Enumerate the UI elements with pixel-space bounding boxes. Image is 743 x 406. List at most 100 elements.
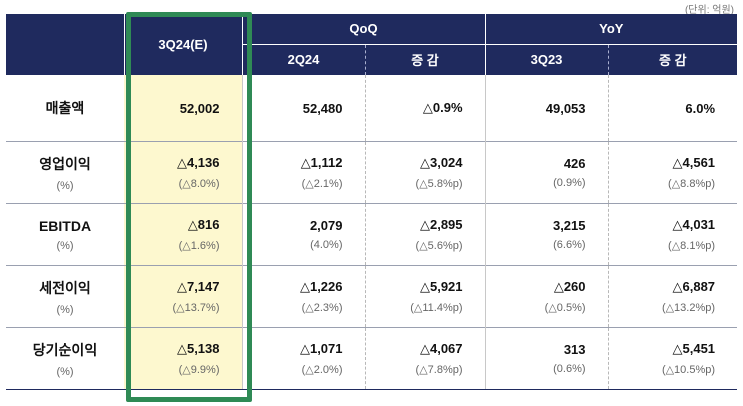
cell-value: 6.0% [685,100,716,116]
cell-yoy-prev: △260 (△0.5%) [484,265,609,328]
cell-current: △4,136 (△8.0%) [124,141,242,204]
cell-value: △1,071 [299,341,343,356]
cell-margin: (△5.6%p) [415,240,463,252]
cell-qoq-prev: △1,112 (△2.1%) [241,141,365,204]
cell-margin: (△9.9%) [178,364,220,376]
cell-yoy-prev: 426 (0.9%) [484,141,609,204]
cell-yoy-diff: △5,451 (△10.5%p) [607,327,738,390]
row-label: 당기순이익 (%) [6,327,124,390]
row-label: 세전이익 (%) [6,265,124,328]
cell-value: △6,887 [672,279,716,294]
header-yoy-diff: 증 감 [607,44,738,75]
cell-value: △2,895 [419,217,463,232]
cell-margin: (△2.1%) [301,178,343,190]
header-qoq-prev: 2Q24 [241,44,365,75]
cell-margin: (△11.4%p) [410,302,463,314]
cell-yoy-prev: 3,215 (6.6%) [484,203,609,266]
cell-margin: (△5.8%p) [415,178,463,190]
header-qoq: QoQ [241,14,486,45]
cell-value: △0.9% [422,100,463,115]
row-label-text: EBITDA [38,217,92,234]
cell-value: △4,136 [176,155,220,170]
header-yoy: YoY [484,14,738,45]
cell-value: △5,921 [419,279,463,294]
row-label-text: 세전이익 [39,279,91,296]
cell-value: △4,031 [672,217,716,232]
cell-value: △1,226 [299,279,343,294]
cell-qoq-diff: △5,921 (△11.4%p) [364,265,486,328]
cell-margin: (△13.2%p) [661,302,716,314]
cell-margin: (△7.8%p) [415,364,463,376]
cell-value: 2,079 [309,218,343,233]
cell-margin: (0.9%) [553,177,586,189]
cell-current: 52,002 [124,75,242,142]
cell-qoq-diff: △4,067 (△7.8%p) [364,327,486,390]
cell-current: △7,147 (△13.7%) [124,265,242,328]
cell-qoq-prev: △1,071 (△2.0%) [241,327,365,390]
cell-value: 52,002 [179,100,220,116]
cell-value: △7,147 [176,279,220,294]
cell-value: 3,215 [552,218,586,233]
header-row-top: 3Q24(E) QoQ YoY [6,14,738,75]
cell-margin: (△8.8%p) [668,178,716,190]
cell-value: 49,053 [545,100,586,116]
table-row: 세전이익 (%) △7,147 (△13.7%) △1,226 (△2.3%) … [6,265,738,328]
cell-value: △5,451 [672,341,716,356]
row-label-sub: (%) [56,179,74,192]
financial-table: 3Q24(E) QoQ YoY 2Q24 증 감 3Q23 증 감 매출액 52… [6,14,738,390]
row-label-sub: (%) [56,303,74,316]
cell-yoy-prev: 313 (0.6%) [484,327,609,390]
cell-yoy-diff: △4,031 (△8.1%p) [607,203,738,266]
row-label-text: 영업이익 [39,155,91,172]
cell-value: △1,112 [300,155,343,170]
cell-value: 426 [563,156,586,171]
table-row: 영업이익 (%) △4,136 (△8.0%) △1,112 (△2.1%) △… [6,141,738,204]
cell-margin: (△2.0%) [301,364,343,376]
cell-yoy-diff: △6,887 (△13.2%p) [607,265,738,328]
header-blank [6,14,124,75]
cell-margin: (4.0%) [310,239,343,251]
cell-value: △260 [553,279,586,294]
cell-margin: (△2.3%) [301,302,343,314]
row-label: 매출액 [6,75,124,142]
cell-margin: (△8.1%p) [668,240,716,252]
cell-qoq-diff: △3,024 (△5.8%p) [364,141,486,204]
cell-margin: (0.6%) [553,363,586,375]
table-row: 당기순이익 (%) △5,138 (△9.9%) △1,071 (△2.0%) … [6,327,738,390]
cell-margin: (△8.0%) [178,178,220,190]
cell-margin: (△1.6%) [178,240,220,252]
cell-current: △5,138 (△9.9%) [124,327,242,390]
cell-margin: (6.6%) [553,239,586,251]
cell-qoq-prev: 52,480 [241,75,365,142]
cell-value: 52,480 [302,100,343,116]
cell-value: △816 [187,217,220,232]
cell-value: △4,067 [419,341,463,356]
cell-yoy-diff: △4,561 (△8.8%p) [607,141,738,204]
header-qoq-diff: 증 감 [364,44,486,75]
cell-value: △4,561 [672,155,716,170]
cell-current: △816 (△1.6%) [124,203,242,266]
cell-yoy-prev: 49,053 [484,75,609,142]
header-row-sub: 2Q24 증 감 3Q23 증 감 [6,44,738,75]
cell-value: 313 [563,342,586,357]
cell-value: △5,138 [176,341,220,356]
cell-value: △3,024 [419,155,463,170]
row-label: 영업이익 (%) [6,141,124,204]
row-label: EBITDA (%) [6,203,124,266]
cell-qoq-prev: △1,226 (△2.3%) [241,265,365,328]
header-current-period: 3Q24(E) [123,14,242,75]
row-label-text: 매출액 [45,100,85,116]
row-label-text: 당기순이익 [32,341,98,358]
cell-margin: (△10.5%p) [661,364,716,376]
table-row: 매출액 52,002 52,480 △0.9% 49,053 6.0% [6,75,738,142]
row-label-sub: (%) [56,365,74,378]
unit-note: (단위: 억원) [684,5,734,16]
header-yoy-prev: 3Q23 [484,44,609,75]
cell-yoy-diff: 6.0% [607,75,738,142]
cell-margin: (△0.5%) [544,302,586,314]
cell-margin: (△13.7%) [172,302,220,314]
cell-qoq-diff: △2,895 (△5.6%p) [364,203,486,266]
row-label-sub: (%) [56,239,74,252]
cell-qoq-prev: 2,079 (4.0%) [241,203,365,266]
table-row: EBITDA (%) △816 (△1.6%) 2,079 (4.0%) △2,… [6,203,738,266]
